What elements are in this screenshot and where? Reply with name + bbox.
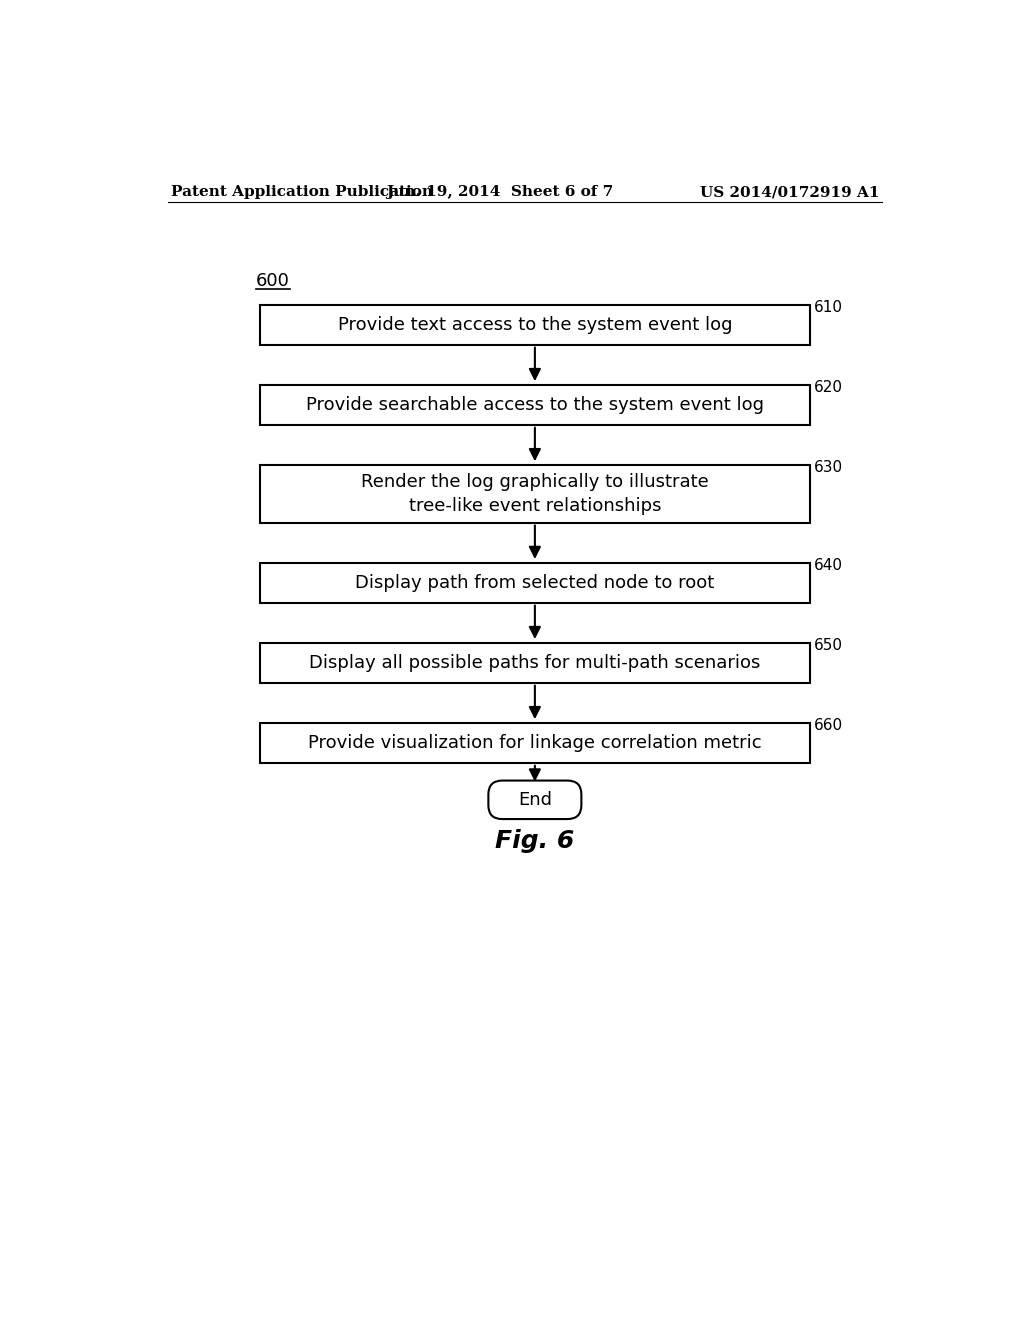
FancyBboxPatch shape — [260, 562, 810, 603]
Text: Provide searchable access to the system event log: Provide searchable access to the system … — [306, 396, 764, 413]
Text: Patent Application Publication: Patent Application Publication — [171, 185, 432, 199]
FancyBboxPatch shape — [260, 643, 810, 682]
Text: Display path from selected node to root: Display path from selected node to root — [355, 574, 715, 591]
FancyBboxPatch shape — [260, 465, 810, 523]
FancyBboxPatch shape — [488, 780, 582, 818]
Text: Jun. 19, 2014  Sheet 6 of 7: Jun. 19, 2014 Sheet 6 of 7 — [386, 185, 613, 199]
FancyBboxPatch shape — [260, 305, 810, 345]
Text: 610: 610 — [814, 300, 843, 315]
Text: Provide visualization for linkage correlation metric: Provide visualization for linkage correl… — [308, 734, 762, 752]
Text: US 2014/0172919 A1: US 2014/0172919 A1 — [700, 185, 880, 199]
Text: 640: 640 — [814, 558, 843, 573]
Text: Fig. 6: Fig. 6 — [496, 829, 574, 853]
Text: 620: 620 — [814, 380, 843, 395]
Text: 660: 660 — [814, 718, 843, 733]
Text: Provide text access to the system event log: Provide text access to the system event … — [338, 315, 732, 334]
Text: 630: 630 — [814, 461, 843, 475]
Text: 650: 650 — [814, 638, 843, 653]
Text: Render the log graphically to illustrate
tree-like event relationships: Render the log graphically to illustrate… — [361, 473, 709, 515]
FancyBboxPatch shape — [260, 385, 810, 425]
Text: 600: 600 — [256, 272, 290, 290]
Text: Display all possible paths for multi-path scenarios: Display all possible paths for multi-pat… — [309, 653, 761, 672]
Text: End: End — [518, 791, 552, 809]
FancyBboxPatch shape — [260, 723, 810, 763]
